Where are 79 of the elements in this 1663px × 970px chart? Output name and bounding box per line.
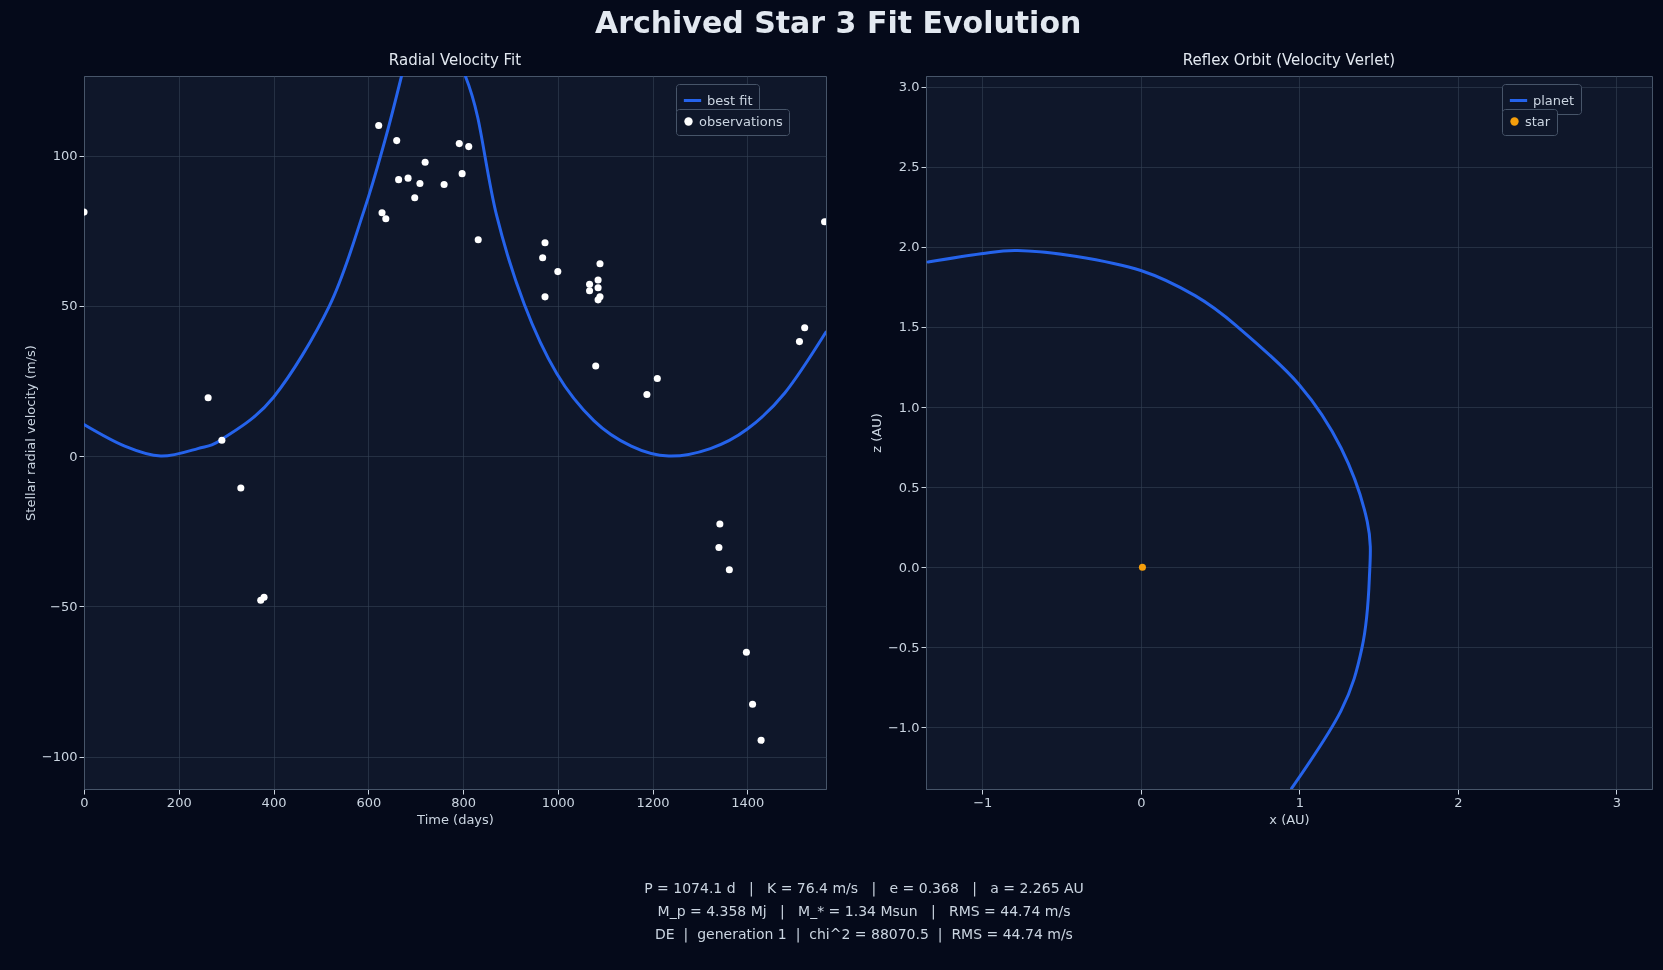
point: [715, 543, 723, 551]
chart-title: Radial Velocity Fit: [388, 51, 522, 69]
x-tick-label: 1000: [541, 794, 575, 810]
y-tick-label: 3.0: [898, 79, 920, 95]
point: [653, 375, 661, 383]
point: [643, 390, 651, 399]
point: [395, 176, 403, 184]
point: [458, 170, 466, 178]
x-tick-label: 0: [1137, 794, 1146, 810]
point: [757, 736, 765, 744]
point: [541, 239, 549, 247]
y-axis-title: Stellar radial velocity (m/s): [22, 345, 38, 521]
point: [440, 180, 448, 188]
x-tick-label: 0: [80, 794, 89, 810]
point: [725, 566, 733, 574]
point: [742, 648, 750, 656]
legend-label: star: [1525, 113, 1551, 129]
legend-label: best fit: [707, 92, 753, 108]
x-tick-label: 600: [356, 794, 382, 810]
point: [586, 287, 594, 295]
text: M_p = 4.358 Mj | M_* = 1.34 Msun | RMS = 44.74 m/s: [657, 903, 1071, 920]
point: [795, 338, 803, 346]
y-tick-label: −0.5: [887, 639, 920, 655]
point: [237, 484, 245, 492]
point: [375, 122, 383, 130]
point: [586, 280, 594, 288]
x-tick-label: 2: [1454, 794, 1463, 810]
y-tick-label: 0.5: [898, 479, 920, 495]
y-tick-label: 0.0: [898, 559, 920, 575]
x-tick-label: −1: [973, 794, 993, 810]
text: Archived Star 3 Fit Evolution: [594, 4, 1082, 40]
x-tick-label: 3: [1612, 794, 1622, 810]
legend-label: planet: [1533, 92, 1575, 108]
point: [801, 324, 809, 332]
chart-title: Reflex Orbit (Velocity Verlet): [1182, 51, 1396, 69]
point: [594, 276, 602, 284]
point: [204, 394, 212, 402]
x-axis-title: Time (days): [416, 811, 494, 827]
point: [541, 293, 549, 301]
point: [474, 236, 482, 244]
y-tick-label: 0: [69, 448, 78, 464]
y-tick-label: 50: [60, 298, 78, 314]
y-tick-label: 2.0: [898, 239, 920, 255]
x-tick-label: 800: [451, 794, 476, 810]
point: [554, 268, 562, 276]
y-tick-label: −1.0: [887, 719, 920, 735]
y-tick-label: 2.5: [898, 159, 920, 175]
point: [393, 137, 401, 145]
y-tick-label: −100: [41, 749, 78, 765]
point: [592, 362, 600, 370]
point: [596, 260, 604, 268]
point: [455, 140, 463, 148]
y-tick-label: 100: [52, 148, 78, 164]
x-tick-label: 200: [166, 794, 192, 810]
point: [411, 194, 419, 202]
point: [404, 174, 412, 182]
y-axis-title: z (AU): [868, 413, 884, 453]
point: [749, 700, 757, 708]
x-axis-title: x (AU): [1269, 811, 1310, 827]
text: P = 1074.1 d | K = 76.4 m/s | e = 0.368 | a = 2.265 AU: [644, 879, 1084, 897]
y-tick-label: 1.0: [898, 399, 920, 415]
line-series: [926, 248, 1372, 789]
point: [378, 209, 386, 217]
text: DE | generation 1 | chi^2 = 88070.5 | RMS = 44.74 m/s: [655, 926, 1073, 944]
point: [594, 284, 602, 292]
x-tick-label: 1: [1295, 794, 1305, 810]
y-tick-label: −50: [50, 598, 78, 614]
point: [416, 180, 424, 188]
x-tick-label: 400: [261, 794, 287, 810]
point: [421, 158, 429, 166]
point: [382, 215, 390, 223]
legend-label: observations: [699, 113, 783, 129]
point: [539, 254, 547, 262]
point: [218, 436, 226, 444]
point: [465, 143, 473, 151]
x-tick-label: 1400: [731, 794, 765, 810]
x-tick-label: 1200: [636, 794, 670, 810]
point: [716, 520, 724, 528]
y-tick-label: 1.5: [898, 319, 920, 335]
